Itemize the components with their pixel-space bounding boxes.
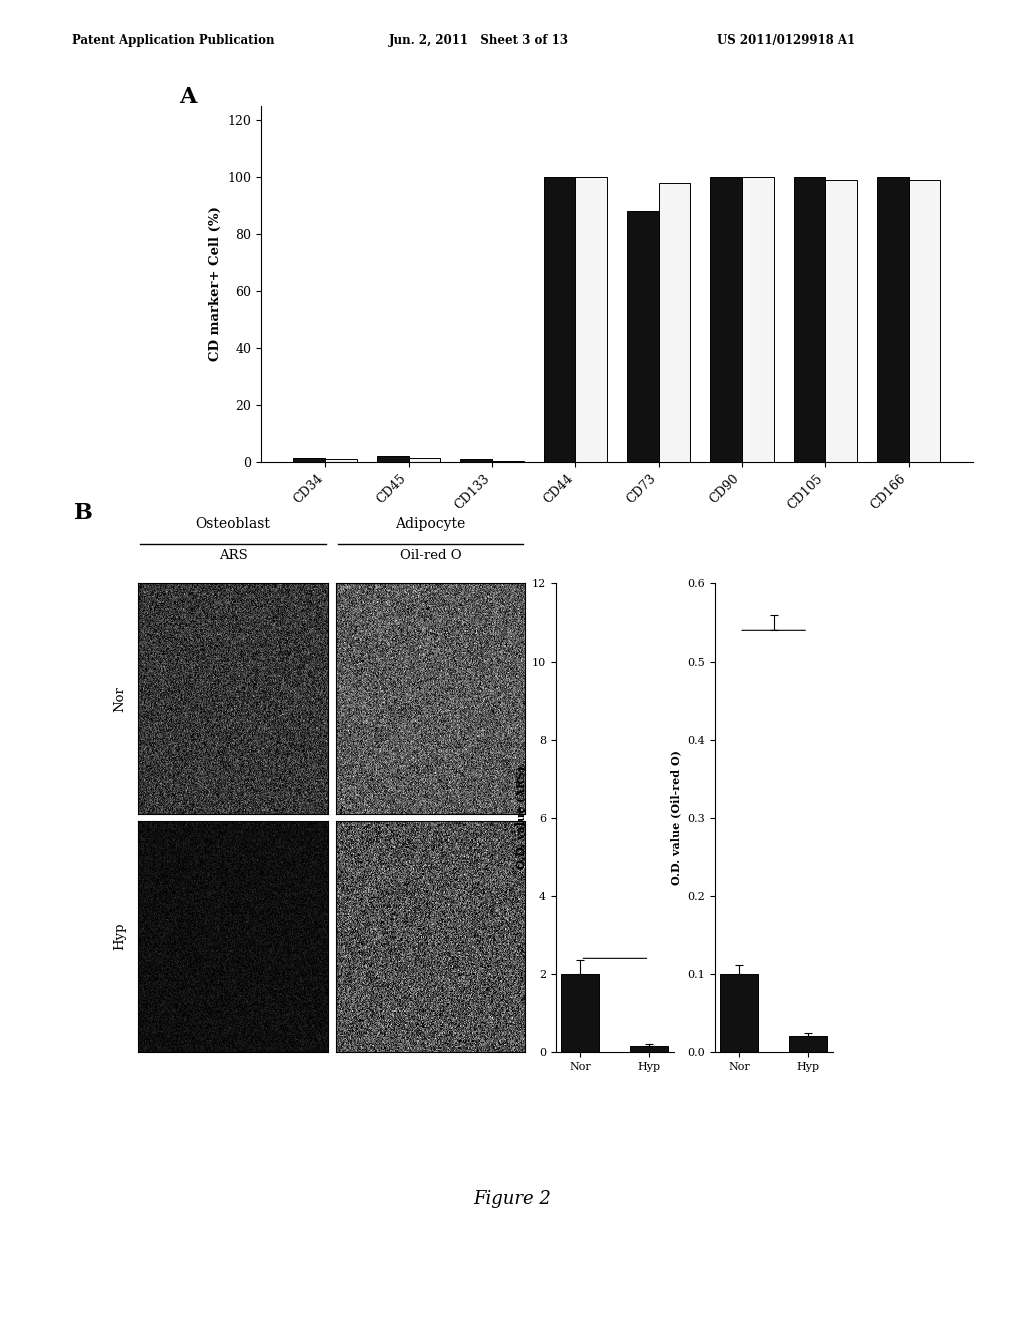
Bar <box>825 180 857 462</box>
Bar <box>631 1047 669 1052</box>
Text: Figure 2: Figure 2 <box>473 1189 551 1208</box>
Text: Jun. 2, 2011   Sheet 3 of 13: Jun. 2, 2011 Sheet 3 of 13 <box>389 34 569 48</box>
Text: Osteoblast: Osteoblast <box>196 517 270 532</box>
Text: A: A <box>179 86 197 108</box>
Text: B: B <box>74 502 92 524</box>
Bar <box>409 458 440 462</box>
Text: Patent Application Publication: Patent Application Publication <box>72 34 274 48</box>
Y-axis label: O.D. value (ARS): O.D. value (ARS) <box>515 766 526 870</box>
Bar <box>377 457 409 462</box>
Text: US 2011/0129918 A1: US 2011/0129918 A1 <box>717 34 855 48</box>
Bar <box>790 1036 827 1052</box>
Bar <box>294 458 326 462</box>
Bar <box>720 974 758 1052</box>
Bar <box>908 180 940 462</box>
Text: Oil-red O: Oil-red O <box>399 549 462 562</box>
Text: ARS: ARS <box>218 549 248 562</box>
Y-axis label: O.D. value (Oil-red O): O.D. value (Oil-red O) <box>671 750 682 886</box>
Y-axis label: CD marker+ Cell (%): CD marker+ Cell (%) <box>209 206 222 362</box>
Bar <box>742 177 774 462</box>
Text: Nor: Nor <box>114 686 126 711</box>
Bar <box>326 459 356 462</box>
Bar <box>794 177 825 462</box>
Text: Hyp: Hyp <box>114 923 126 950</box>
Bar <box>711 177 742 462</box>
Bar <box>878 177 908 462</box>
Bar <box>561 974 599 1052</box>
Bar <box>492 461 523 462</box>
Bar <box>658 182 690 462</box>
Bar <box>544 177 575 462</box>
Bar <box>627 211 658 462</box>
Bar <box>575 177 607 462</box>
Bar <box>460 459 492 462</box>
Text: Adipocyte: Adipocyte <box>395 517 466 532</box>
